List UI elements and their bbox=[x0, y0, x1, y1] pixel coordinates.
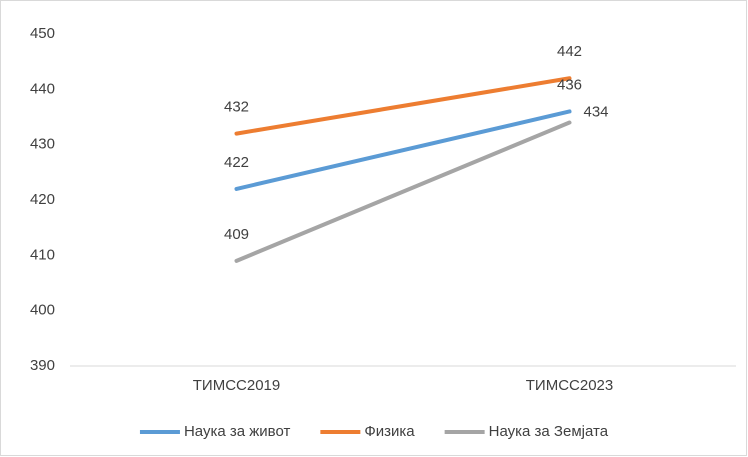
data-label: 436 bbox=[557, 76, 582, 93]
y-tick-label: 420 bbox=[30, 191, 55, 208]
data-label: 422 bbox=[224, 154, 249, 171]
y-tick-label: 440 bbox=[30, 80, 55, 97]
legend-label: Наука за живот bbox=[184, 423, 291, 440]
series-line bbox=[234, 109, 572, 191]
legend-label: Наука за Земјата bbox=[489, 423, 609, 440]
data-label: 442 bbox=[557, 43, 582, 60]
legend-label: Физика bbox=[364, 423, 415, 440]
y-tick-label: 450 bbox=[30, 25, 55, 42]
y-tick-label: 430 bbox=[30, 136, 55, 153]
data-label: 409 bbox=[224, 226, 249, 243]
data-label: 434 bbox=[584, 104, 609, 121]
data-label: 432 bbox=[224, 99, 249, 116]
series-line bbox=[234, 76, 572, 136]
series-line bbox=[234, 120, 572, 263]
y-tick-label: 400 bbox=[30, 302, 55, 319]
y-tick-label: 390 bbox=[30, 357, 55, 374]
x-tick-label: ТИМСС2019 bbox=[193, 377, 280, 394]
x-tick-label: ТИМСС2023 bbox=[526, 377, 613, 394]
y-tick-label: 410 bbox=[30, 246, 55, 263]
